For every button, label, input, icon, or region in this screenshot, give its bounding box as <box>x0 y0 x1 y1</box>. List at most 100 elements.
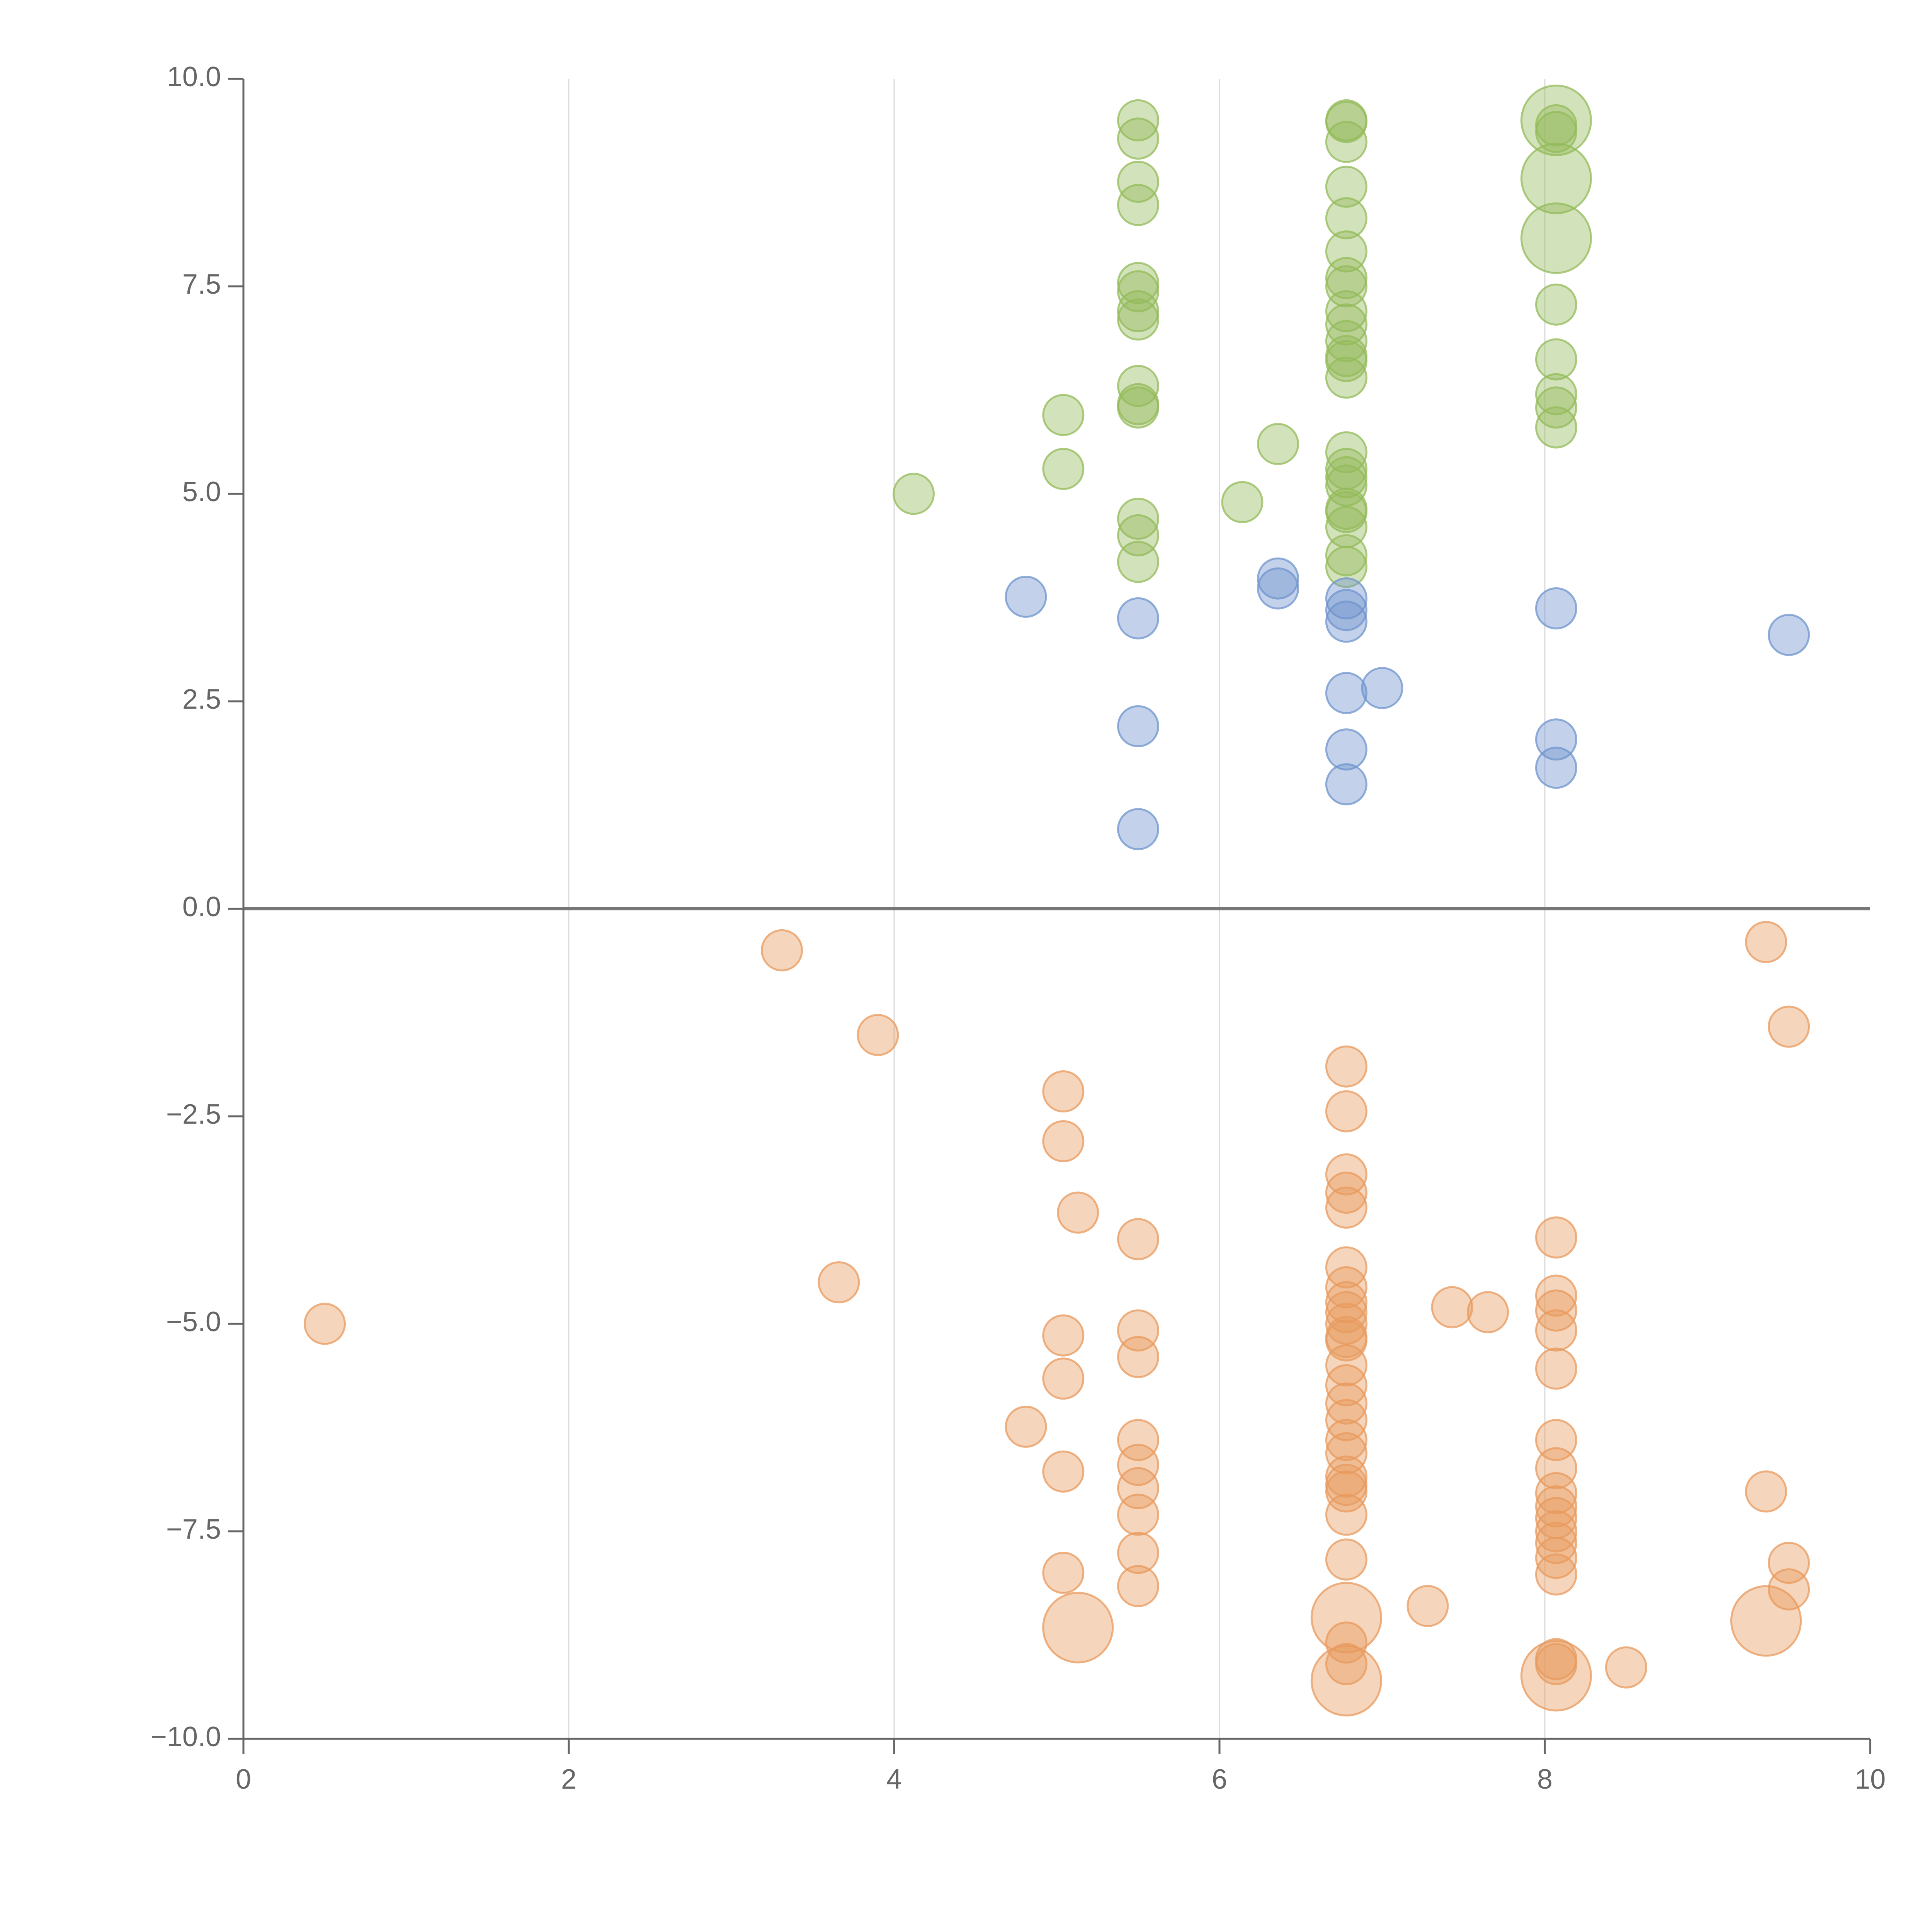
data-point-orange-58 <box>1535 1447 1577 1490</box>
data-point-orange-50 <box>1431 1286 1473 1328</box>
data-point-green-7 <box>1117 160 1159 203</box>
data-point-orange-71 <box>1745 1470 1787 1513</box>
data-point-orange-22 <box>1325 1045 1367 1088</box>
data-point-green-3 <box>1221 481 1264 523</box>
data-point-green-12 <box>1117 298 1159 341</box>
data-point-orange-23 <box>1325 1090 1367 1133</box>
data-point-orange-1 <box>761 929 803 971</box>
y-tick-label: −7.5 <box>166 1514 221 1545</box>
data-point-green-8 <box>1117 184 1159 226</box>
data-point-orange-59 <box>1535 1472 1577 1514</box>
data-point-blue-0 <box>1005 575 1047 618</box>
data-point-green-15 <box>1117 386 1159 429</box>
y-tick-label: 7.5 <box>182 269 221 300</box>
data-point-green-4 <box>1257 423 1299 465</box>
data-point-green-1 <box>1042 394 1085 436</box>
data-point-orange-5 <box>1042 1070 1085 1113</box>
data-point-blue-6 <box>1325 577 1367 620</box>
data-point-green-27 <box>1325 290 1367 332</box>
y-tick-label: 5.0 <box>182 476 221 507</box>
data-point-green-13 <box>1117 365 1159 407</box>
data-point-orange-64 <box>1535 1537 1577 1579</box>
data-point-green-44 <box>1520 202 1592 274</box>
data-point-orange-16 <box>1117 1419 1159 1461</box>
x-tick-label: 4 <box>886 1764 902 1795</box>
data-point-green-31 <box>1325 340 1367 382</box>
data-point-green-22 <box>1325 165 1367 208</box>
data-point-orange-42 <box>1325 1470 1367 1513</box>
data-point-blue-15 <box>1535 747 1577 789</box>
data-point-orange-47 <box>1325 1643 1367 1685</box>
data-point-green-41 <box>1325 546 1367 588</box>
data-point-orange-52 <box>1535 1216 1577 1259</box>
data-point-orange-4 <box>1005 1405 1047 1448</box>
data-point-green-23 <box>1325 197 1367 240</box>
data-point-green-42 <box>1520 84 1592 156</box>
data-point-orange-49 <box>1406 1585 1449 1627</box>
data-point-orange-53 <box>1535 1274 1577 1317</box>
data-point-orange-20 <box>1117 1532 1159 1574</box>
y-tick-label: −2.5 <box>166 1099 221 1130</box>
data-point-orange-15 <box>1117 1336 1159 1378</box>
data-point-orange-45 <box>1310 1582 1382 1653</box>
data-point-blue-12 <box>1361 667 1403 709</box>
data-point-orange-51 <box>1467 1291 1509 1333</box>
data-point-orange-26 <box>1325 1186 1367 1229</box>
data-point-blue-3 <box>1117 808 1159 850</box>
data-point-orange-69 <box>1605 1646 1647 1689</box>
data-point-blue-4 <box>1257 557 1299 600</box>
data-point-blue-11 <box>1325 763 1367 806</box>
data-point-orange-70 <box>1745 921 1787 963</box>
data-point-orange-43 <box>1325 1493 1367 1536</box>
data-point-blue-5 <box>1257 567 1299 610</box>
data-point-orange-21 <box>1117 1565 1159 1607</box>
x-tick-label: 6 <box>1212 1764 1227 1795</box>
data-point-orange-0 <box>304 1303 346 1345</box>
data-point-green-28 <box>1325 303 1367 346</box>
x-tick-label: 2 <box>561 1764 577 1795</box>
data-point-orange-68 <box>1520 1640 1592 1712</box>
data-point-orange-12 <box>1042 1592 1114 1663</box>
data-point-green-0 <box>893 473 935 515</box>
data-point-green-32 <box>1325 356 1367 399</box>
data-point-green-21 <box>1325 121 1367 163</box>
y-tick-label: −5.0 <box>166 1306 221 1337</box>
y-tick-label: 0.0 <box>182 891 221 922</box>
data-point-green-48 <box>1535 338 1577 381</box>
x-tick-label: 8 <box>1537 1764 1553 1795</box>
data-point-orange-56 <box>1535 1347 1577 1390</box>
data-point-blue-2 <box>1117 705 1159 747</box>
data-point-green-47 <box>1535 283 1577 326</box>
data-point-orange-60 <box>1535 1485 1577 1528</box>
data-point-green-46 <box>1535 111 1577 153</box>
data-point-orange-46 <box>1325 1621 1367 1664</box>
data-point-green-6 <box>1117 117 1159 160</box>
y-tick-label: 2.5 <box>182 684 221 715</box>
x-tick-label: 0 <box>236 1764 251 1795</box>
y-tick-label: 10.0 <box>167 61 221 92</box>
x-tick-label: 10 <box>1855 1764 1886 1795</box>
data-point-orange-72 <box>1730 1585 1802 1657</box>
data-point-blue-10 <box>1325 728 1367 771</box>
data-point-orange-33 <box>1325 1319 1367 1362</box>
data-point-orange-35 <box>1325 1364 1367 1406</box>
data-point-green-51 <box>1535 406 1577 449</box>
data-point-blue-7 <box>1325 589 1367 631</box>
data-point-orange-8 <box>1042 1357 1085 1400</box>
y-tick-label: −10.0 <box>151 1721 221 1752</box>
data-point-green-49 <box>1535 373 1577 415</box>
data-point-orange-9 <box>1042 1450 1085 1493</box>
data-point-orange-73 <box>1768 1005 1810 1048</box>
data-point-green-38 <box>1325 491 1367 533</box>
data-point-orange-19 <box>1117 1493 1159 1536</box>
data-point-orange-25 <box>1325 1172 1367 1214</box>
data-point-orange-6 <box>1042 1120 1085 1162</box>
data-point-orange-67 <box>1535 1643 1577 1685</box>
data-point-orange-55 <box>1535 1309 1577 1352</box>
data-point-green-18 <box>1117 541 1159 583</box>
data-point-orange-44 <box>1325 1538 1367 1581</box>
data-point-green-43 <box>1520 143 1592 214</box>
data-point-orange-39 <box>1325 1432 1367 1475</box>
data-point-orange-63 <box>1535 1522 1577 1564</box>
